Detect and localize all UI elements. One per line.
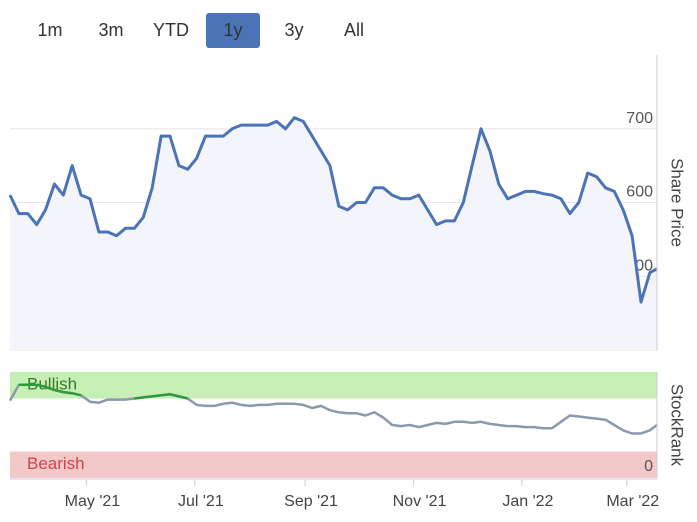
rank-band: [10, 372, 657, 399]
range-button[interactable]: YTD: [153, 20, 189, 40]
y-tick-label: 600: [626, 184, 653, 201]
price-area: [10, 117, 657, 350]
data-line: [8, 116, 658, 304]
y-axis-label: Share Price: [668, 158, 687, 247]
x-tick-label: Mar '22: [606, 493, 659, 510]
range-button[interactable]: 3y: [284, 20, 303, 40]
y-axis-label: StockRank: [668, 384, 687, 467]
x-tick-label: Jul '21: [178, 493, 224, 510]
band-label: Bullish: [27, 375, 77, 394]
data-line: [8, 383, 658, 435]
x-tick-label: Jan '22: [502, 493, 553, 510]
range-button[interactable]: 3m: [98, 20, 123, 40]
range-button[interactable]: 1m: [37, 20, 62, 40]
x-tick-label: Nov '21: [393, 493, 447, 510]
rank-band: [10, 451, 657, 478]
y-tick-label: 0: [644, 458, 653, 475]
range-button-selected[interactable]: [206, 13, 260, 48]
range-button[interactable]: 1y: [223, 20, 242, 40]
bullish-segment: [18, 383, 189, 400]
band-label: Bearish: [27, 454, 85, 473]
range-button[interactable]: All: [344, 20, 364, 40]
y-tick-label: 700: [626, 110, 653, 127]
x-tick-label: May '21: [65, 493, 121, 510]
x-tick-label: Sep '21: [284, 493, 338, 510]
